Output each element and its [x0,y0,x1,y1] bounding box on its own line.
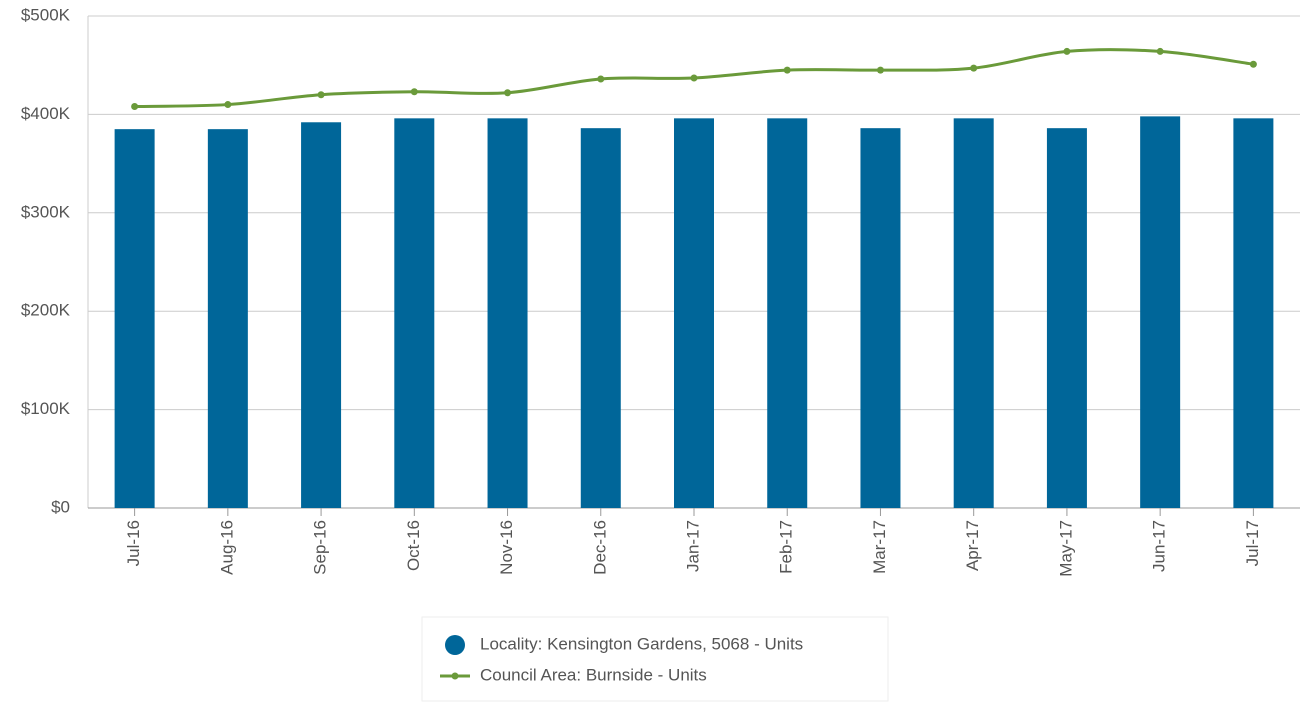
point [224,101,232,109]
x-tick-label: Jul-17 [1243,520,1262,566]
point [504,89,512,97]
bar [674,118,714,508]
bar [767,118,808,508]
x-tick-label: Jan-17 [683,520,702,572]
x-tick-label: Jul-16 [124,520,143,566]
legend-marker [445,635,465,655]
y-tick-label: $200K [21,301,71,320]
point [1249,60,1257,68]
legend-marker [451,672,459,680]
x-tick-label: Apr-17 [963,520,982,571]
bar [1233,118,1274,508]
point [597,75,605,83]
bar [207,129,248,508]
point [410,88,418,96]
bar [1046,128,1087,508]
y-tick-label: $100K [21,399,71,418]
point [1156,47,1164,55]
point [317,91,325,99]
point [970,64,978,72]
x-tick-label: Dec-16 [590,520,609,575]
bar [487,118,528,508]
y-tick-label: $500K [21,5,71,24]
bar [394,118,435,508]
legend-box [421,616,889,702]
point [1063,47,1071,55]
point [131,103,139,111]
point [783,66,791,74]
bar [860,128,901,508]
x-tick-label: Jun-17 [1150,520,1169,572]
point [690,74,698,82]
y-tick-label: $400K [21,104,71,123]
y-tick-label: $300K [21,202,71,221]
x-tick-label: Mar-17 [870,520,889,574]
bar [953,118,994,508]
x-tick-label: Sep-16 [311,520,330,575]
x-tick-label: May-17 [1056,520,1075,577]
legend-label: Locality: Kensington Gardens, 5068 - Uni… [480,634,803,653]
legend-label: Council Area: Burnside - Units [480,665,707,684]
bar [114,129,155,508]
x-tick-label: Nov-16 [497,520,516,575]
bar [1140,116,1181,509]
y-tick-label: $0 [51,497,70,516]
x-tick-label: Oct-16 [404,520,423,571]
x-tick-label: Aug-16 [217,520,236,575]
point [876,66,884,74]
x-tick-label: Feb-17 [777,520,796,574]
bar [301,122,342,508]
bar [580,128,621,508]
